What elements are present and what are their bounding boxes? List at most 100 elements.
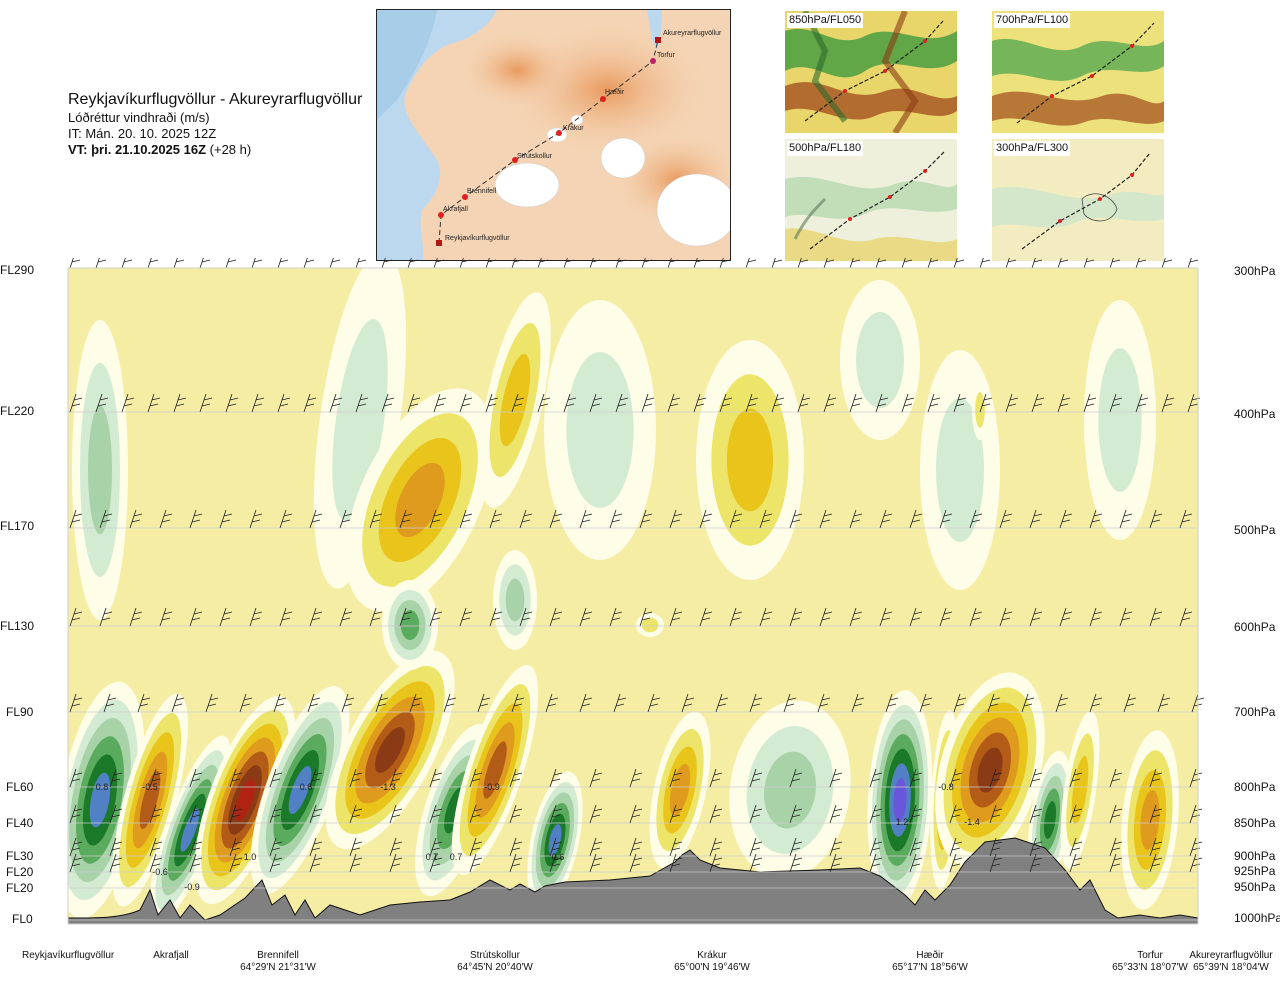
wind-barb xyxy=(875,393,889,413)
fl-label: FL20 xyxy=(6,865,34,879)
map-label-brennifell: Brennifell xyxy=(467,188,497,195)
wind-barb xyxy=(1005,393,1019,413)
wind-barb xyxy=(309,837,323,857)
value-annotation: -1.4 xyxy=(964,817,980,827)
wind-barb xyxy=(629,837,643,857)
wind-barb xyxy=(829,853,843,873)
wind-barb xyxy=(1029,804,1043,824)
wind-barb xyxy=(121,258,133,269)
fl-label: FL30 xyxy=(6,849,34,863)
wind-barb xyxy=(349,853,363,873)
wind-barb xyxy=(953,393,967,413)
thumbnail-850hpa[interactable]: 850hPa/FL050 xyxy=(785,11,957,133)
wind-barb xyxy=(719,258,731,269)
wind-barb xyxy=(399,607,413,627)
fl-label: FL130 xyxy=(0,619,34,633)
wind-barb xyxy=(537,258,549,269)
wind-barb xyxy=(999,509,1013,529)
value-annotation: -0.9 xyxy=(184,882,200,892)
map-label-akureyri: Akureyrarflugvöllur xyxy=(663,30,722,37)
station-coord: 64°29'N 21°31'W xyxy=(240,962,316,973)
wind-barb xyxy=(489,509,503,529)
wind-barb xyxy=(1109,837,1123,857)
wind-barb xyxy=(589,804,603,824)
wind-barb xyxy=(269,837,283,857)
wind-barb xyxy=(1029,853,1043,873)
wind-barb xyxy=(919,693,933,713)
thumbnail-700hpa[interactable]: 700hPa/FL100 xyxy=(992,11,1164,133)
wind-barb xyxy=(589,768,603,788)
wind-barb xyxy=(355,258,367,269)
fl-label: FL90 xyxy=(6,705,34,719)
wind-barb xyxy=(609,607,623,627)
wind-barb xyxy=(909,509,923,529)
fl-label: FL220 xyxy=(0,404,34,418)
field-contour xyxy=(856,312,904,408)
station-name: Hæðir xyxy=(916,950,944,961)
wind-barb xyxy=(1179,607,1193,627)
wind-barb xyxy=(459,258,471,269)
wind-barb xyxy=(121,393,135,413)
wind-barb xyxy=(307,693,321,713)
wind-barb xyxy=(239,693,253,713)
wind-barb xyxy=(669,804,683,824)
wind-barb xyxy=(789,804,803,824)
wind-barb xyxy=(1029,768,1043,788)
wind-barb xyxy=(1083,393,1097,413)
wind-barb xyxy=(1149,853,1163,873)
field-blob xyxy=(1084,300,1156,540)
wind-barb xyxy=(749,804,763,824)
hpa-label: 925hPa xyxy=(1234,864,1276,878)
wind-barb xyxy=(1109,768,1123,788)
wind-barb xyxy=(745,393,759,413)
field-contour xyxy=(139,770,161,830)
wind-barb xyxy=(189,768,203,788)
map-label-torfur: Torfur xyxy=(657,52,676,59)
wind-barb xyxy=(579,607,593,627)
station-krakur: Krákur 65°00'N 19°46'W xyxy=(668,950,756,974)
hpa-label: 300hPa xyxy=(1234,264,1276,278)
wind-barb xyxy=(1109,258,1121,269)
station-coord: 65°00'N 19°46'W xyxy=(674,962,750,973)
valid-time-bold: VT: þri. 21.10.2025 16Z xyxy=(68,142,207,157)
wind-barb xyxy=(1083,258,1095,269)
value-annotation: 0.6 xyxy=(552,852,565,862)
wind-barb xyxy=(869,853,883,873)
wind-barb xyxy=(409,693,423,713)
wind-barb xyxy=(693,393,707,413)
thumbnail-300hpa[interactable]: 300hPa/FL300 xyxy=(992,139,1164,261)
thumbnail-300hpa-map xyxy=(992,139,1164,261)
wind-barb xyxy=(939,509,953,529)
field-contour xyxy=(977,747,1003,793)
wind-barb xyxy=(901,393,915,413)
wind-barb xyxy=(279,509,293,529)
wind-barb xyxy=(1149,607,1163,627)
fl-label: FL60 xyxy=(6,780,34,794)
thumbnail-700hpa-label: 700hPa/FL100 xyxy=(994,13,1071,28)
wind-barb xyxy=(817,693,831,713)
wind-barb xyxy=(909,804,923,824)
wind-barb xyxy=(1069,804,1083,824)
wind-barb xyxy=(485,258,497,269)
wind-barb xyxy=(629,804,643,824)
thumbnail-500hpa[interactable]: 500hPa/FL180 xyxy=(785,139,957,261)
wind-barb xyxy=(667,393,681,413)
wind-barb xyxy=(1161,393,1175,413)
value-labels: 0.8 -0.5 -0.9 1.0 -1.3 0.6 -0.9 -0.6 0.7 0.7 0.6 1.… xyxy=(96,782,980,892)
wind-barb xyxy=(823,258,835,269)
wind-barb xyxy=(69,804,83,824)
wind-barb xyxy=(629,768,643,788)
field-contour xyxy=(288,765,312,815)
wind-barb xyxy=(205,693,219,713)
wind-barb xyxy=(69,853,83,873)
wind-barb xyxy=(875,258,887,269)
value-annotation: -0.9 xyxy=(484,782,500,792)
wind-barb xyxy=(129,607,143,627)
value-annotation: -1.3 xyxy=(380,782,396,792)
wind-barb xyxy=(647,693,661,713)
wind-barb xyxy=(459,509,473,529)
wind-barb xyxy=(939,607,953,627)
field-blob xyxy=(493,550,537,650)
wind-barb xyxy=(129,509,143,529)
wind-barb xyxy=(979,393,993,413)
